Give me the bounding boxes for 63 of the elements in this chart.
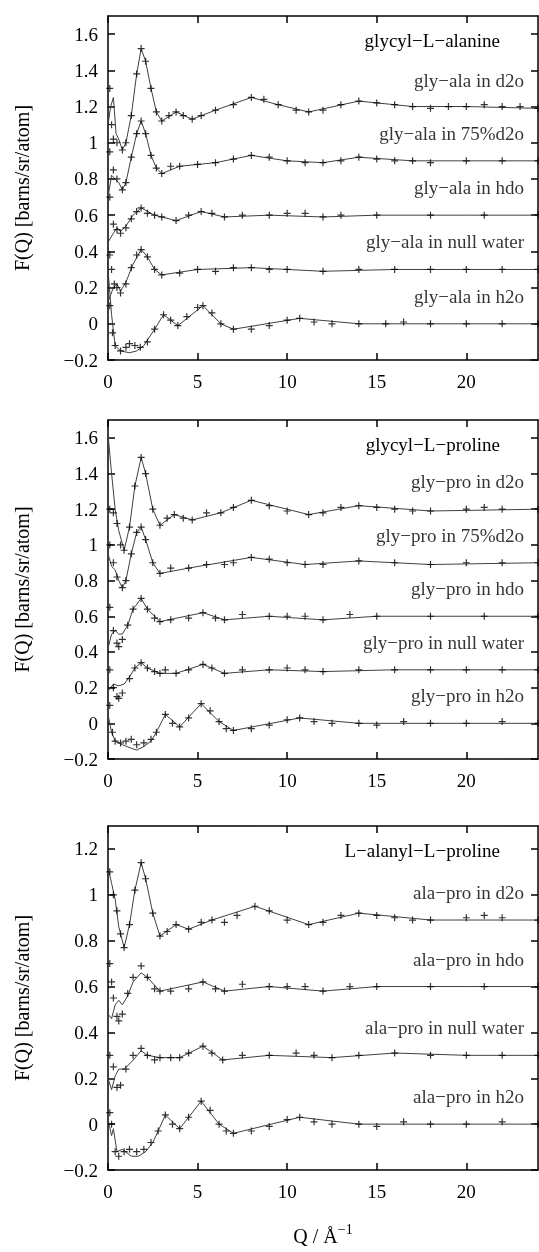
y-tick-label: 0.2 (74, 277, 98, 299)
x-tick-label: 10 (277, 770, 297, 791)
y-tick-label: 1.4 (74, 59, 99, 81)
x-tick-label: 0 (103, 371, 113, 392)
x-tick-label: 10 (277, 371, 297, 392)
y-tick-label: 1.6 (74, 23, 98, 45)
y-axis-title: F(Q) [barns/sr/atom] (11, 506, 34, 673)
y-tick-label: 0.6 (74, 204, 98, 226)
y-tick-label: 0 (88, 313, 98, 335)
y-tick-label: 1.4 (74, 463, 99, 485)
legend-label: gly−pro in d2o (410, 471, 524, 493)
y-tick-label: −0.2 (63, 1159, 98, 1181)
legend-label: gly−ala in d2o (414, 70, 524, 92)
legend-label: gly−pro in hdo (410, 578, 524, 600)
text: L−alanyl−L−proline (344, 840, 501, 861)
series-label: ala−pro in h2o (413, 1086, 524, 1108)
y-tick-label: 1.6 (74, 427, 98, 449)
x-tick-label: 20 (456, 770, 476, 791)
legend-label: gly−ala in hdo (414, 177, 524, 199)
y-tick-label: 0.4 (74, 240, 99, 262)
y-tick-label: −0.2 (63, 349, 98, 371)
y-tick-label: 0.4 (74, 641, 99, 663)
x-tick-label: 5 (192, 371, 203, 392)
y-tick-label: 0.6 (74, 976, 98, 998)
legend-label: gly−ala in 75%d2o (379, 122, 524, 144)
y-tick-label: 0.8 (74, 930, 98, 952)
y-tick-label: 1 (88, 132, 98, 154)
series-label: ala−pro in hdo (413, 948, 524, 970)
y-axis-title: F(Q) [barns/sr/atom] (11, 914, 34, 1082)
y-tick-label: 0.8 (74, 168, 98, 190)
y-tick-label: 0.6 (74, 605, 98, 627)
x-tick-label: 5 (192, 770, 203, 791)
x-tick-label: 0 (103, 770, 113, 791)
x-tick-label: 5 (192, 1181, 203, 1202)
y-tick-label: 1.2 (74, 838, 98, 860)
y-tick-label: 0 (88, 712, 98, 734)
x-tick-label: 10 (277, 1181, 297, 1202)
x-tick-label: 0 (103, 1181, 113, 1202)
y-tick-label: 0.2 (74, 677, 98, 699)
y-tick-label: 0.2 (74, 1067, 98, 1089)
legend-label: gly−pro in null water (362, 631, 525, 653)
y-tick-label: 0.8 (74, 570, 98, 592)
y-tick-label: 0 (88, 1113, 98, 1135)
x-tick-label: 15 (367, 1181, 387, 1202)
x-tick-label: 20 (456, 1181, 476, 1202)
legend-label: gly−pro in h2o (410, 685, 524, 707)
y-axis-title: F(Q) [barns/sr/atom] (11, 104, 34, 272)
y-tick-label: 1.2 (74, 498, 98, 520)
x-tick-label: 15 (367, 371, 387, 392)
x-tick-label: 20 (456, 371, 476, 392)
y-tick-label: 1 (88, 884, 98, 906)
text: glycyl−L−alanine (364, 30, 501, 51)
legend-label: gly−ala in null water (366, 231, 525, 253)
legend-label: ala−pro in d2o (413, 882, 524, 904)
y-tick-label: 1 (88, 534, 98, 556)
legend-label: gly−pro in 75%d2o (376, 524, 524, 546)
legend-label: ala−pro in null water (365, 1017, 525, 1039)
x-tick-label: 15 (367, 770, 387, 791)
y-tick-label: 0.4 (74, 1021, 99, 1043)
text: glycyl−L−proline (365, 434, 501, 455)
legend-label: gly−ala in h2o (414, 285, 524, 307)
y-tick-label: −0.2 (63, 748, 98, 770)
y-tick-label: 1.2 (74, 96, 98, 118)
